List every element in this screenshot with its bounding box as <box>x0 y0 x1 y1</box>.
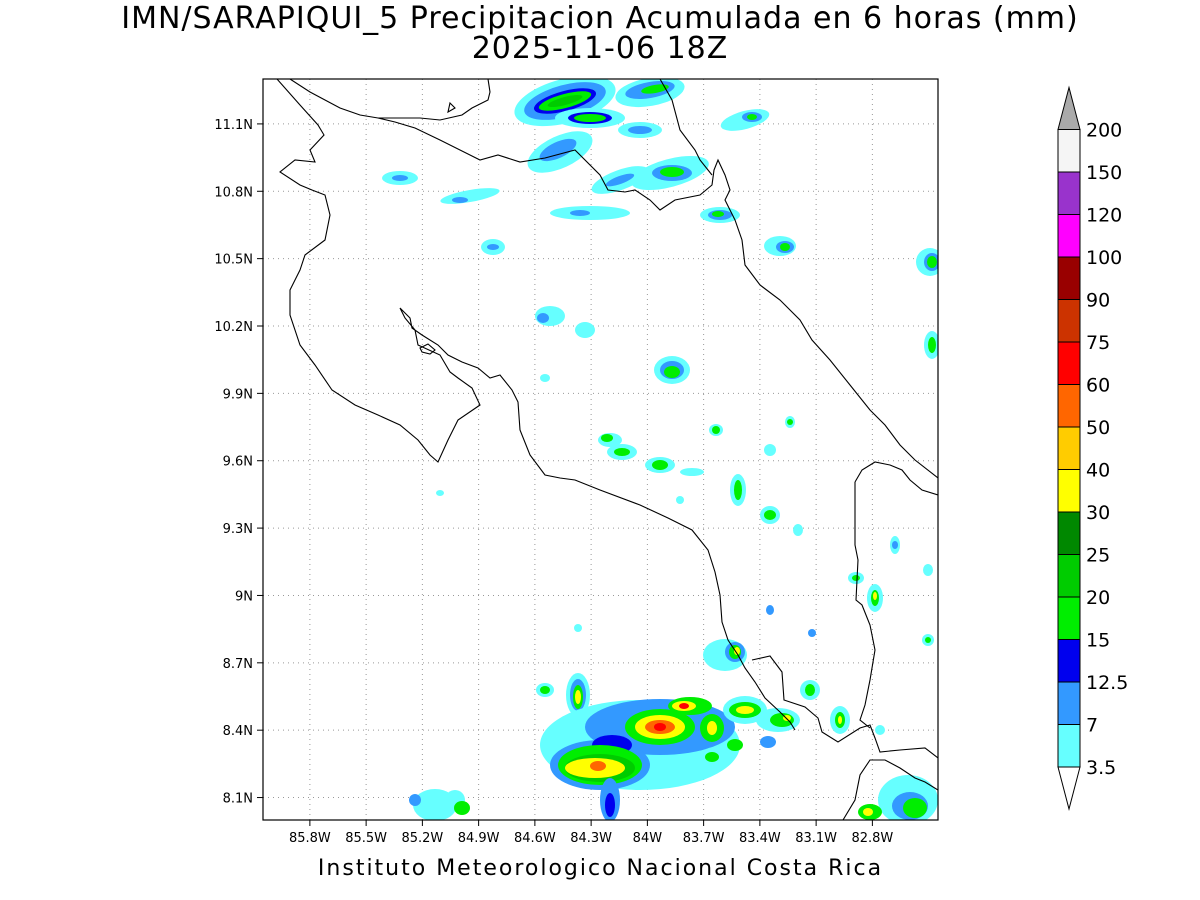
footer-credit: Instituto Meteorologico Nacional Costa R… <box>317 856 884 881</box>
colorbar-label: 3.5 <box>1086 757 1116 779</box>
colorbar-swatch <box>1057 426 1081 470</box>
precipitation-field <box>382 79 938 820</box>
colorbar-swatch <box>1057 554 1081 598</box>
map-title: IMN/SARAPIQUI_5 Precipitacion Acumulada … <box>121 1 1079 36</box>
colorbar-label: 60 <box>1086 375 1110 397</box>
colorbar-upper-arrow <box>1057 85 1081 130</box>
colorbar-label: 100 <box>1086 247 1122 269</box>
map-gridlines <box>263 79 938 820</box>
lon-tick-label: 84.3W <box>570 831 612 846</box>
colorbar-swatch <box>1057 469 1081 513</box>
colorbar-swatch <box>1057 299 1081 343</box>
map-frame <box>262 78 939 821</box>
colorbar-label: 75 <box>1086 332 1110 354</box>
colorbar-label: 90 <box>1086 290 1110 312</box>
colorbar-swatch <box>1057 214 1081 258</box>
lon-tick-label: 84.6W <box>514 831 556 846</box>
colorbar-swatch <box>1057 681 1081 725</box>
colorbar-label: 12.5 <box>1086 672 1128 694</box>
lon-tick-label: 85.5W <box>345 831 387 846</box>
colorbar-legend: 3.5 7 12.5 15 20 25 30 40 50 60 75 90 100 120 150 200 <box>1057 85 1128 811</box>
lat-tick-label: 11.1N <box>214 118 253 133</box>
lat-tick-label: 9.9N <box>223 387 253 402</box>
colorbar-label: 150 <box>1086 162 1122 184</box>
lat-tick-label: 10.2N <box>214 320 253 335</box>
colorbar-label: 30 <box>1086 502 1110 524</box>
colorbar-swatch <box>1057 256 1081 300</box>
latitude-axis: 8.1N 8.4N 8.7N 9N 9.3N 9.6N 9.9N 10.2N 10.5N 10.8… <box>214 118 263 807</box>
colorbar-swatch <box>1057 129 1081 173</box>
lat-tick-label: 10.5N <box>214 253 253 268</box>
colorbar-label: 7 <box>1086 715 1098 737</box>
colorbar-label: 120 <box>1086 205 1122 227</box>
colorbar-label: 40 <box>1086 460 1110 482</box>
lon-tick-label: 83.4W <box>739 831 781 846</box>
coastline-borders <box>276 79 938 820</box>
lat-tick-label: 8.7N <box>223 657 253 672</box>
lon-tick-label: 84.9W <box>458 831 500 846</box>
colorbar-label: 15 <box>1086 630 1110 652</box>
longitude-axis: 85.8W 85.5W 85.2W 84.9W 84.6W 84.3W 84W 83.7W 83… <box>289 820 893 846</box>
colorbar-label: 50 <box>1086 417 1110 439</box>
colorbar-swatch <box>1057 384 1081 428</box>
lon-tick-label: 83.7W <box>683 831 725 846</box>
lat-tick-label: 9.3N <box>223 522 253 537</box>
colorbar-label: 20 <box>1086 587 1110 609</box>
lon-tick-label: 85.8W <box>289 831 331 846</box>
colorbar-swatch <box>1057 639 1081 683</box>
lon-tick-label: 85.2W <box>401 831 443 846</box>
lat-tick-label: 10.8N <box>214 185 253 200</box>
lat-tick-label: 9.6N <box>223 455 253 470</box>
colorbar-label: 200 <box>1086 120 1122 142</box>
lat-tick-label: 9N <box>235 589 253 604</box>
colorbar-lower-arrow <box>1057 766 1081 811</box>
colorbar-swatch <box>1057 341 1081 385</box>
colorbar-label: 25 <box>1086 545 1110 567</box>
lon-tick-label: 83.1W <box>795 831 837 846</box>
lon-tick-label: 84W <box>633 831 663 846</box>
map-subtitle-date: 2025-11-06 18Z <box>471 31 729 66</box>
colorbar-swatch <box>1057 511 1081 555</box>
colorbar-swatch <box>1057 724 1081 768</box>
lon-tick-label: 82.8W <box>851 831 893 846</box>
lat-tick-label: 8.1N <box>223 792 253 807</box>
lat-tick-label: 8.4N <box>223 724 253 739</box>
colorbar-swatch <box>1057 171 1081 215</box>
colorbar-swatch <box>1057 596 1081 640</box>
